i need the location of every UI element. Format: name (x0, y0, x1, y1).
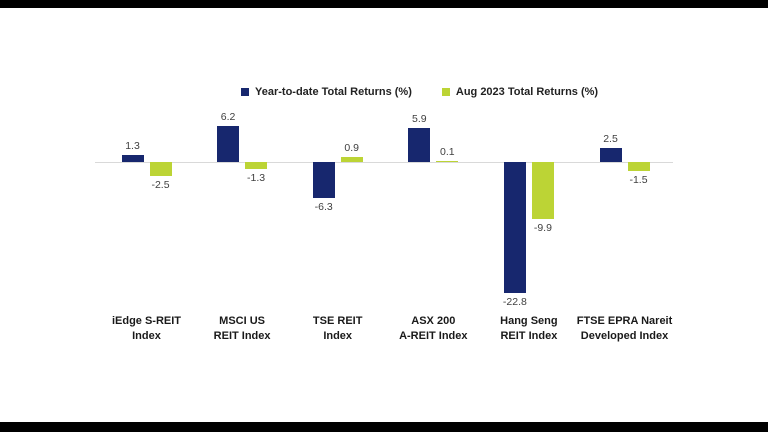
data-label-aug-ftse-epra-nareit: -1.5 (629, 173, 648, 186)
category-label-line: Index (323, 330, 353, 342)
legend-item-ytd: Year-to-date Total Returns (%) (241, 86, 412, 98)
bar-aug-iedge-s-reit (149, 162, 172, 177)
data-label-aug-asx-200-a-reit: 0.1 (439, 146, 455, 158)
category-label-line: Index (132, 330, 161, 342)
category-label-line: Developed Index (580, 330, 669, 342)
category-label-line: REIT Index (213, 330, 271, 342)
bar-ytd-iedge-s-reit (121, 154, 144, 162)
category-label-asx-200-a-reit: ASX 200 A-REIT Index (368, 314, 498, 344)
category-label-line: ASX 200 (411, 315, 456, 327)
bar-aug-tse-reit (340, 156, 363, 162)
bar-aug-ftse-epra-nareit (627, 162, 650, 171)
data-label-aug-msci-us-reit: -1.3 (247, 172, 266, 185)
data-label-ytd-iedge-s-reit: 1.3 (125, 139, 140, 152)
bar-ytd-asx-200-a-reit (408, 128, 431, 162)
legend-swatch-icon (441, 88, 450, 96)
category-label-line: REIT Index (500, 330, 558, 342)
chart-legend: Year-to-date Total Returns (%) Aug 2023 T… (241, 86, 598, 98)
data-label-ytd-asx-200-a-reit: 5.9 (411, 113, 427, 126)
category-label-hang-seng-reit: Hang Seng REIT Index (464, 314, 594, 344)
data-label-ytd-hang-seng-reit: -22.8 (502, 296, 527, 309)
category-label-ftse-epra-nareit: FTSE EPRA Nareit Developed Index (560, 314, 690, 344)
data-label-aug-iedge-s-reit: -2.5 (151, 179, 170, 192)
bar-aug-msci-us-reit (245, 162, 268, 170)
zero-axis-line (95, 162, 673, 163)
category-label-line: MSCI US (219, 315, 266, 327)
bar-aug-asx-200-a-reit (436, 161, 459, 162)
data-label-aug-hang-seng-reit: -9.9 (533, 221, 552, 234)
category-label-line: FTSE EPRA Nareit (576, 315, 673, 327)
legend-item-aug-2023: Aug 2023 Total Returns (%) (441, 86, 599, 98)
bar-ytd-ftse-epra-nareit (599, 147, 622, 162)
data-label-ytd-msci-us-reit: 6.2 (220, 111, 236, 124)
bar-ytd-hang-seng-reit (503, 162, 526, 294)
bar-ytd-tse-reit (312, 162, 335, 199)
legend-swatch-icon (241, 88, 249, 96)
bar-aug-hang-seng-reit (531, 162, 554, 219)
category-label-line: Hang Seng (500, 315, 558, 327)
legend-label: Aug 2023 Total Returns (%) (455, 86, 599, 98)
legend-label: Year-to-date Total Returns (%) (255, 86, 412, 98)
category-label-line: TSE REIT (312, 315, 363, 327)
category-label-tse-reit: TSE REIT Index (273, 314, 403, 344)
bar-ytd-msci-us-reit (217, 126, 240, 162)
bottom-letterbox-bar (0, 422, 768, 432)
data-label-ytd-tse-reit: -6.3 (314, 201, 333, 214)
category-label-line: iEdge S-REIT (111, 315, 182, 327)
data-label-aug-tse-reit: 0.9 (344, 141, 359, 154)
category-label-msci-us-reit: MSCI US REIT Index (177, 314, 307, 344)
category-label-line: A-REIT Index (399, 330, 468, 342)
data-label-ytd-ftse-epra-nareit: 2.5 (603, 132, 618, 145)
category-label-iedge-s-reit: iEdge S-REIT Index (82, 314, 212, 344)
top-letterbox-bar (0, 0, 768, 8)
